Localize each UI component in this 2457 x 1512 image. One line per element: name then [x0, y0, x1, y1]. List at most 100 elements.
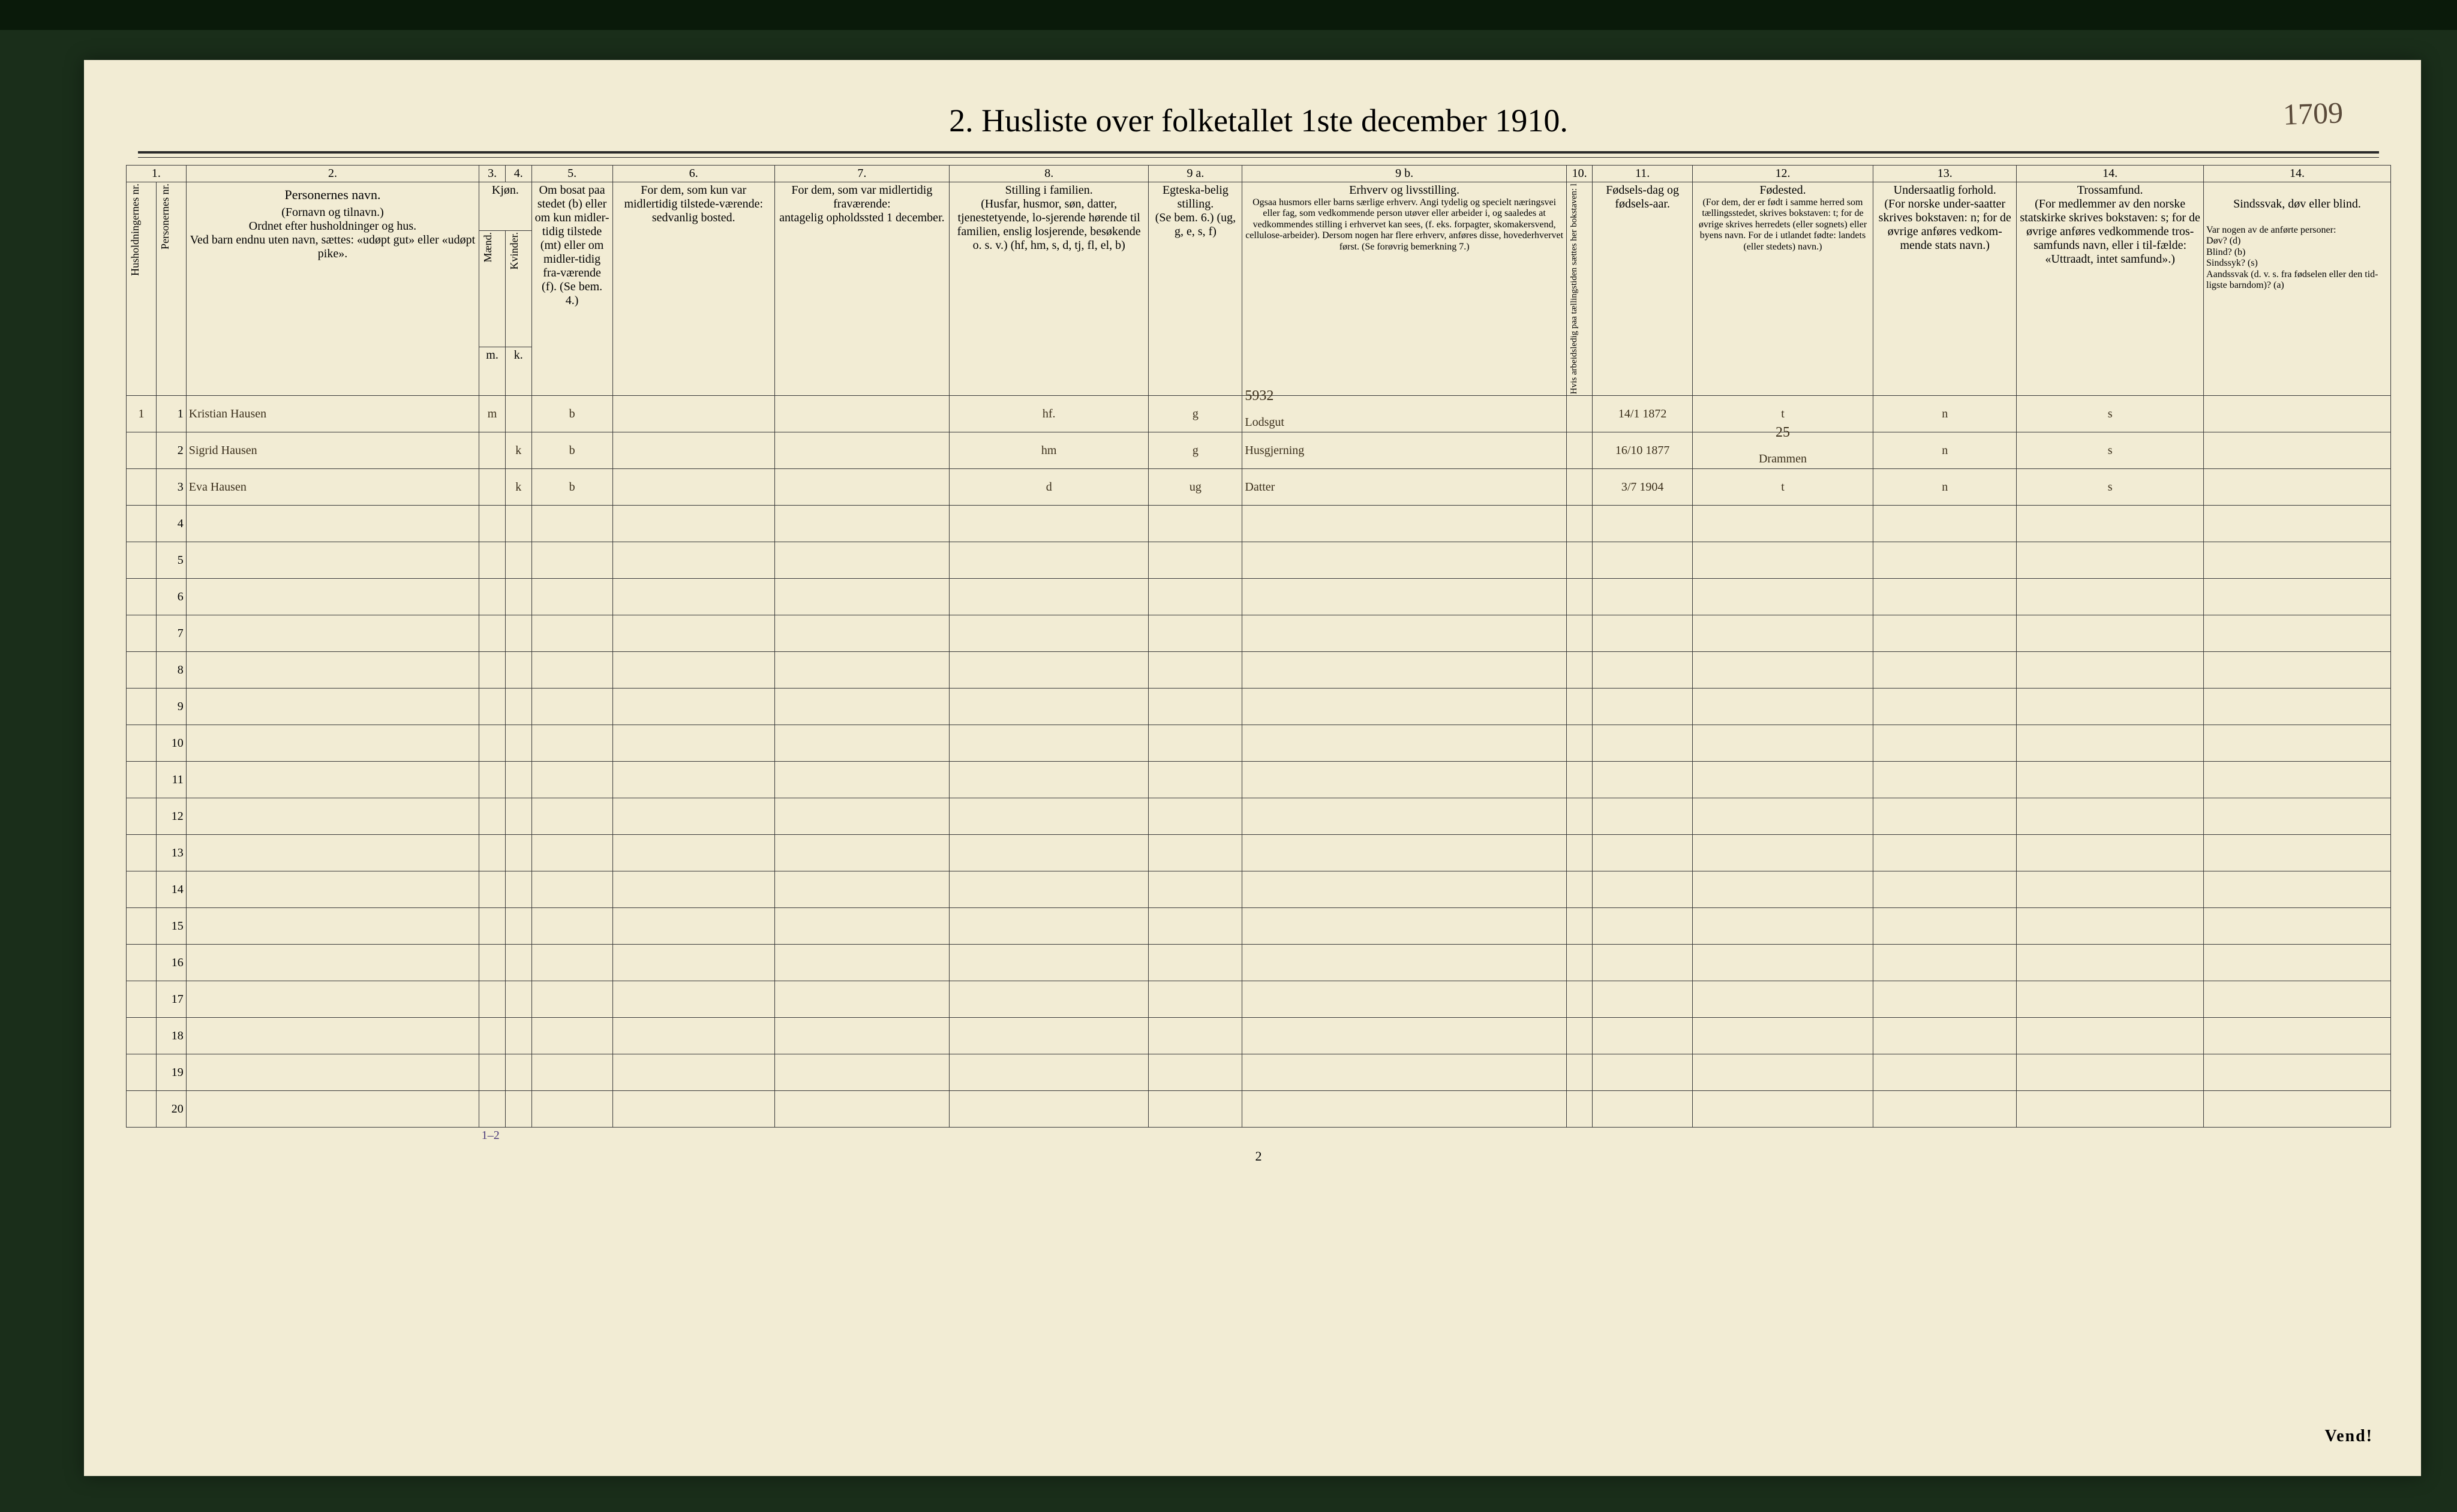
cell-empty: [774, 542, 949, 579]
cell-residence: b: [531, 396, 612, 432]
cell-empty: [1242, 871, 1566, 908]
cell-hh: [127, 1091, 157, 1128]
cell-empty: [2204, 615, 2391, 652]
cell-empty: [949, 725, 1149, 762]
top-dark-strip: [0, 0, 2457, 30]
cell-empty: [2017, 725, 2204, 762]
cell-empty: [479, 615, 506, 652]
cell-empty: [1149, 689, 1242, 725]
cell-empty: [1593, 1091, 1692, 1128]
cell-hh: [127, 506, 157, 542]
header-marital-text: (Se bem. 6.) (ug, g, e, s, f): [1151, 211, 1239, 239]
cell-empty: [1566, 1091, 1593, 1128]
cell-empty: [949, 908, 1149, 945]
cell-empty: [1593, 652, 1692, 689]
cell-empty: [1566, 908, 1593, 945]
cell-empty: [1593, 1054, 1692, 1091]
cell-empty: [479, 798, 506, 835]
cell-empty: [949, 798, 1149, 835]
table-row: 9: [127, 689, 2391, 725]
cell-empty: [1242, 615, 1566, 652]
page-title: 2. Husliste over folketallet 1ste decemb…: [949, 103, 1568, 139]
cell-empty: [1873, 579, 2017, 615]
header-sex-m-text: Mænd.: [482, 232, 494, 263]
cell-empty: [1873, 908, 2017, 945]
colnum-8: 9 a.: [1149, 166, 1242, 182]
cell-empty: [1692, 506, 1873, 542]
cell-empty: [1593, 1018, 1692, 1054]
cell-hh: [127, 945, 157, 981]
cell-empty: [2204, 1054, 2391, 1091]
cell-empty: [1593, 615, 1692, 652]
cell-empty: [186, 798, 479, 835]
cell-empty: [531, 1018, 612, 1054]
cell-hh: [127, 908, 157, 945]
cell-empty: [612, 871, 774, 908]
cell-empty: [186, 908, 479, 945]
cell-empty: [1149, 1018, 1242, 1054]
cell-disability: [2204, 396, 2391, 432]
cell-person-nr: 15: [156, 908, 186, 945]
header-absent-location: For dem, som var midlertidig fraværende:…: [774, 182, 949, 396]
table-body: 11Kristian Hausenmbhf.g5932Lodsgut14/1 1…: [127, 396, 2391, 1128]
header-row-numbers: 1. 2. 3. 4. 5. 6. 7. 8. 9 a. 9 b. 10. 11…: [127, 166, 2391, 182]
cell-empty: [1873, 981, 2017, 1018]
cell-empty: [479, 871, 506, 908]
cell-sex-m: [479, 469, 506, 506]
cell-empty: [1149, 1091, 1242, 1128]
header-family-text: (Husfar, husmor, søn, datter, tjenestety…: [952, 197, 1146, 252]
title-rule: [138, 151, 2379, 158]
cell-empty: [1242, 908, 1566, 945]
colnum-13: 14.: [2017, 166, 2204, 182]
header-row-main: Husholdningernes nr. Personernes nr. Per…: [127, 182, 2391, 231]
cell-empty: [1873, 1054, 2017, 1091]
cell-empty: [479, 835, 506, 871]
cell-empty: [2017, 1018, 2204, 1054]
cell-empty: [1149, 542, 1242, 579]
cell-empty: [1149, 981, 1242, 1018]
cell-empty: [1566, 798, 1593, 835]
cell-empty: [186, 1091, 479, 1128]
header-unemployed: Hvis arbeidsledig paa tællingstiden sætt…: [1566, 182, 1593, 396]
cell-empty: [1566, 725, 1593, 762]
header-family-position: Stilling i familien. (Husfar, husmor, sø…: [949, 182, 1149, 396]
cell-empty: [774, 798, 949, 835]
cell-empty: [1566, 506, 1593, 542]
cell-empty: [2017, 689, 2204, 725]
cell-occupation: Husgjerning: [1242, 432, 1566, 469]
cell-absent-location: [774, 469, 949, 506]
table-row: 15: [127, 908, 2391, 945]
cell-empty: [1149, 615, 1242, 652]
cell-empty: [1593, 689, 1692, 725]
cell-hh: [127, 652, 157, 689]
cell-empty: [505, 579, 531, 615]
cell-empty: [186, 652, 479, 689]
cell-empty: [774, 1018, 949, 1054]
cell-person-nr: 18: [156, 1018, 186, 1054]
header-name-heading: Personernes navn.: [189, 187, 477, 202]
cell-empty: [2204, 689, 2391, 725]
cell-empty: [531, 762, 612, 798]
cell-empty: [1242, 1091, 1566, 1128]
cell-empty: [612, 1054, 774, 1091]
cell-empty: [1149, 652, 1242, 689]
cell-empty: [186, 689, 479, 725]
cell-empty: [774, 1054, 949, 1091]
header-usual-residence: For dem, som kun var midlertidig tilsted…: [612, 182, 774, 396]
cell-empty: [186, 871, 479, 908]
cell-empty: [1593, 835, 1692, 871]
header-bp-text: (For dem, der er født i samme herred som…: [1695, 197, 1870, 252]
header-name-sub2: Ordnet efter husholdninger og hus.: [189, 220, 477, 233]
cell-person-nr: 11: [156, 762, 186, 798]
cell-empty: [505, 945, 531, 981]
page-title-row: 2. Husliste over folketallet 1ste decemb…: [126, 102, 2391, 139]
cell-empty: [2204, 762, 2391, 798]
cell-empty: [505, 1091, 531, 1128]
cell-empty: [2017, 945, 2204, 981]
cell-empty: [1149, 908, 1242, 945]
cell-empty: [2017, 908, 2204, 945]
cell-empty: [186, 945, 479, 981]
cell-empty: [531, 945, 612, 981]
cell-empty: [1593, 908, 1692, 945]
cell-empty: [1149, 725, 1242, 762]
